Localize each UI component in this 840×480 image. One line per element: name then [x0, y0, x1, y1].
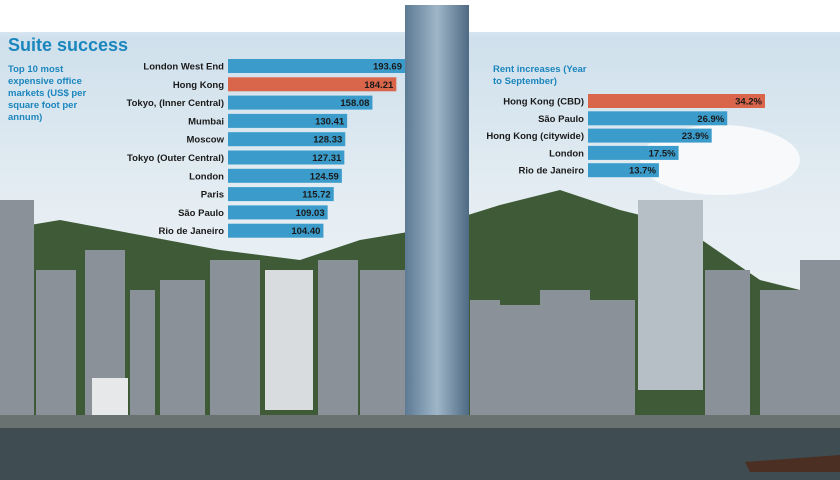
value-label: 26.9%: [697, 114, 724, 125]
bar: [228, 168, 342, 183]
bar: [228, 77, 397, 92]
category-label: London: [189, 171, 224, 182]
chart-subtitle: Rent increases (Year to September): [493, 64, 587, 87]
value-label: 23.9%: [682, 131, 709, 142]
category-label: Moscow: [187, 135, 225, 146]
bar: [588, 94, 765, 108]
category-label: São Paulo: [538, 114, 584, 125]
category-label: Tokyo (Outer Central): [127, 153, 224, 164]
category-label: Tokyo, (Inner Central): [127, 98, 224, 109]
chart-title: Suite success: [8, 35, 128, 55]
category-label: Rio de Janeiro: [519, 166, 585, 177]
value-label: 127.31: [312, 153, 342, 164]
value-label: 115.72: [302, 190, 331, 201]
category-label: Paris: [201, 190, 224, 201]
value-label: 130.41: [315, 116, 345, 127]
value-label: 193.69: [373, 62, 402, 73]
bar: [228, 59, 405, 73]
category-label: London West End: [143, 62, 224, 73]
category-label: Rio de Janeiro: [159, 226, 225, 237]
category-label: Mumbai: [188, 116, 224, 127]
bar: [228, 205, 328, 220]
bar: [588, 111, 728, 126]
bar: [588, 128, 712, 143]
category-label: São Paulo: [178, 208, 224, 219]
value-label: 184.21: [364, 80, 394, 91]
bar: [588, 163, 659, 178]
bar: [228, 150, 345, 165]
value-label: 34.2%: [735, 97, 762, 108]
value-label: 109.03: [296, 208, 325, 219]
bar: [228, 187, 334, 202]
bar: [588, 145, 679, 160]
category-label: Hong Kong (CBD): [503, 97, 584, 108]
bar: [228, 223, 324, 238]
bar: [228, 113, 348, 128]
value-label: 128.33: [313, 135, 342, 146]
value-label: 104.40: [291, 226, 320, 237]
value-label: 158.08: [340, 98, 369, 109]
bar: [228, 132, 346, 147]
bar: [228, 95, 373, 110]
value-label: 13.7%: [629, 166, 656, 177]
category-label: London: [549, 148, 584, 159]
chart-subtitle: Top 10 most expensive office markets (US…: [8, 64, 87, 123]
category-label: Hong Kong (citywide): [486, 131, 584, 142]
value-label: 124.59: [310, 171, 339, 182]
value-label: 17.5%: [649, 148, 676, 159]
category-label: Hong Kong: [173, 80, 224, 91]
